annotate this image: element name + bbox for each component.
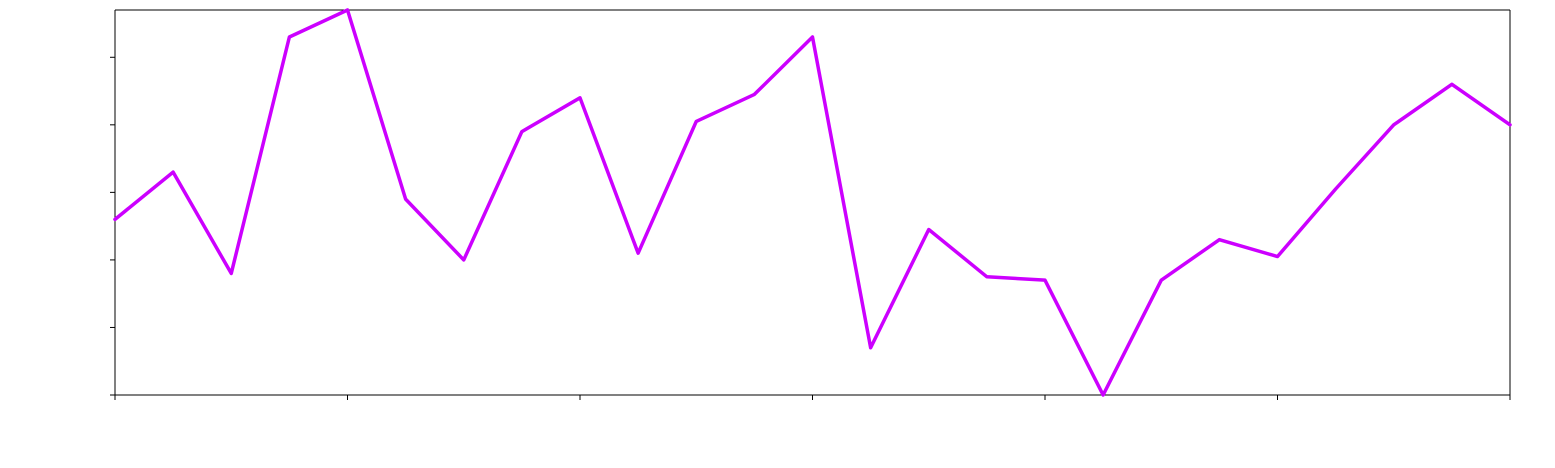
x-axis-ticks [114, 395, 1511, 400]
series-group [113, 8, 1512, 397]
y-axis-ticks [110, 56, 115, 396]
series-line-0 [113, 8, 1512, 397]
plot-area [114, 9, 1511, 396]
